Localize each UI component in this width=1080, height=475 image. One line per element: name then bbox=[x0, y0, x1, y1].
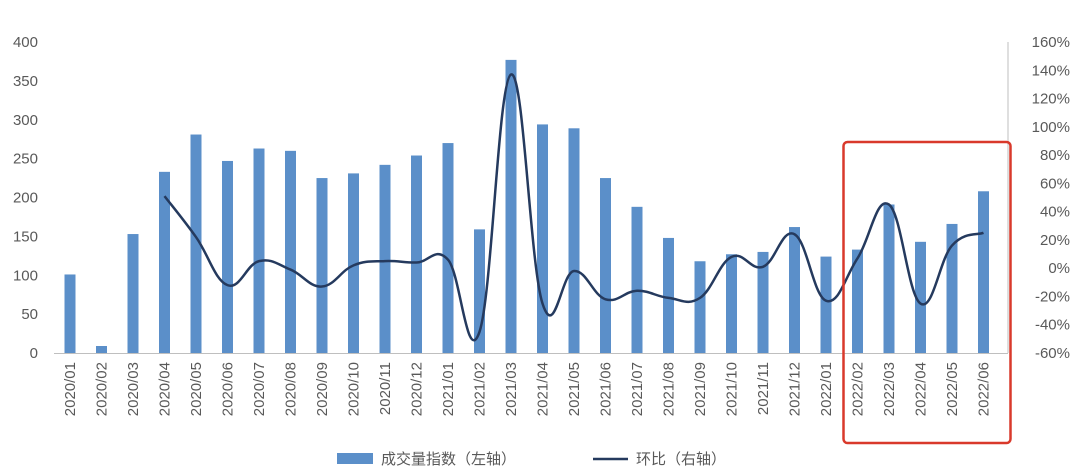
bar-2020/11 bbox=[379, 164, 391, 353]
bar-2021/04 bbox=[537, 124, 548, 353]
x-tick-label: 2021/03 bbox=[503, 362, 520, 416]
left-tick-label: 0 bbox=[30, 345, 38, 362]
right-tick-label: 0% bbox=[1048, 260, 1070, 277]
right-tick-label: 40% bbox=[1040, 204, 1070, 221]
x-tick-label: 2021/09 bbox=[692, 362, 709, 416]
bar-2020/07 bbox=[253, 148, 265, 353]
bar-2020/09 bbox=[316, 178, 328, 353]
x-tick-label: 2021/06 bbox=[598, 362, 615, 416]
bar-2022/04 bbox=[915, 241, 926, 353]
left-tick-label: 400 bbox=[13, 34, 38, 51]
bar-2022/05 bbox=[946, 223, 958, 353]
left-tick-label: 350 bbox=[13, 73, 38, 90]
x-tick-label: 2020/03 bbox=[125, 362, 142, 416]
x-tick-label: 2020/06 bbox=[220, 362, 237, 416]
axes bbox=[54, 42, 1009, 354]
left-tick-label: 50 bbox=[21, 306, 38, 323]
left-tick-label: 250 bbox=[13, 151, 38, 168]
bar-2021/06 bbox=[600, 178, 611, 353]
right-tick-label: 160% bbox=[1032, 34, 1070, 51]
bar-2022/03 bbox=[883, 204, 895, 353]
bar-2022/06 bbox=[978, 191, 989, 353]
bar-2021/11 bbox=[757, 251, 769, 353]
legend: 成交量指数（左轴） 环比（右轴） bbox=[337, 450, 726, 468]
x-tick-label: 2021/02 bbox=[472, 362, 489, 416]
bar-2021/03 bbox=[505, 59, 517, 353]
right-tick-label: 120% bbox=[1032, 91, 1070, 108]
right-tick-label: 60% bbox=[1040, 175, 1070, 192]
x-tick-label: 2020/02 bbox=[94, 362, 111, 416]
bar-2020/03 bbox=[127, 234, 139, 353]
right-tick-label: 80% bbox=[1040, 147, 1070, 164]
bar-series bbox=[64, 59, 989, 353]
x-tick-label: 2021/05 bbox=[566, 362, 583, 416]
highlight-box bbox=[842, 140, 1012, 445]
x-tick-label: 2020/05 bbox=[188, 362, 205, 416]
x-tick-label: 2021/11 bbox=[755, 362, 772, 415]
x-tick-label: 2022/03 bbox=[881, 362, 898, 416]
mom-line bbox=[163, 73, 984, 342]
bar-2020/10 bbox=[348, 173, 359, 353]
legend-bar-label: 成交量指数（左轴） bbox=[381, 450, 516, 468]
bar-2022/01 bbox=[820, 256, 832, 353]
x-tick-label: 2021/04 bbox=[535, 362, 552, 416]
x-tick-label: 2020/12 bbox=[409, 362, 426, 416]
highlight-rectangle bbox=[842, 140, 1012, 445]
x-tick-label: 2020/08 bbox=[283, 362, 300, 416]
right-tick-label: -40% bbox=[1035, 317, 1070, 334]
x-tick-label: 2020/07 bbox=[251, 362, 268, 416]
x-tick-label: 2020/09 bbox=[314, 362, 331, 416]
x-tick-label: 2021/10 bbox=[724, 362, 741, 416]
x-tick-label: 2022/01 bbox=[818, 362, 835, 416]
x-tick-label: 2021/12 bbox=[787, 362, 804, 416]
bar-2021/02 bbox=[474, 229, 485, 353]
bar-2020/06 bbox=[222, 160, 233, 353]
bar-2020/02 bbox=[96, 346, 107, 353]
bar-2020/04 bbox=[159, 171, 170, 353]
bar-2021/10 bbox=[726, 254, 737, 353]
x-axis-tick-labels: 2020/01 2020/02 2020/03 2020/04 2020/05 2020/… bbox=[62, 362, 993, 416]
x-tick-label: 2020/11 bbox=[377, 362, 394, 415]
x-tick-label: 2022/05 bbox=[944, 362, 961, 416]
bar-2021/07 bbox=[631, 206, 643, 353]
line-series bbox=[163, 73, 984, 342]
right-axis-tick-labels: -60% -40% -20% 0% 20% 40% 60% 80% 100% 120% 140% 16… bbox=[1032, 34, 1070, 362]
bar-2021/05 bbox=[568, 128, 580, 353]
right-tick-label: 140% bbox=[1032, 62, 1070, 79]
legend-line-label: 环比（右轴） bbox=[636, 450, 726, 468]
left-tick-label: 300 bbox=[13, 112, 38, 129]
bar-2022/02 bbox=[852, 249, 863, 353]
bar-2021/09 bbox=[694, 261, 706, 353]
left-tick-label: 100 bbox=[13, 267, 38, 284]
bar-2020/01 bbox=[64, 274, 76, 353]
legend-bar-swatch bbox=[337, 453, 373, 464]
x-tick-label: 2020/10 bbox=[346, 362, 363, 416]
x-tick-label: 2020/04 bbox=[157, 362, 174, 416]
bar-2020/05 bbox=[190, 134, 202, 353]
left-tick-label: 150 bbox=[13, 228, 38, 245]
right-tick-label: -60% bbox=[1035, 345, 1070, 362]
x-tick-label: 2020/01 bbox=[62, 362, 79, 416]
x-tick-label: 2022/02 bbox=[850, 362, 867, 416]
bar-2020/12 bbox=[411, 155, 422, 353]
bar-2021/08 bbox=[663, 237, 674, 353]
left-tick-label: 200 bbox=[13, 190, 38, 207]
x-tick-label: 2022/06 bbox=[976, 362, 993, 416]
left-axis-tick-labels: 0 50 100 150 200 250 300 350 400 bbox=[13, 34, 38, 362]
bar-2021/12 bbox=[789, 227, 800, 353]
right-tick-label: 100% bbox=[1032, 119, 1070, 136]
x-tick-label: 2021/08 bbox=[661, 362, 678, 416]
right-tick-label: 20% bbox=[1040, 232, 1070, 249]
bar-2020/08 bbox=[285, 150, 296, 353]
x-tick-label: 2021/01 bbox=[440, 362, 457, 416]
right-tick-label: -20% bbox=[1035, 288, 1070, 305]
x-tick-label: 2022/04 bbox=[913, 362, 930, 416]
bar-2021/01 bbox=[442, 143, 454, 353]
x-tick-label: 2021/07 bbox=[629, 362, 646, 416]
